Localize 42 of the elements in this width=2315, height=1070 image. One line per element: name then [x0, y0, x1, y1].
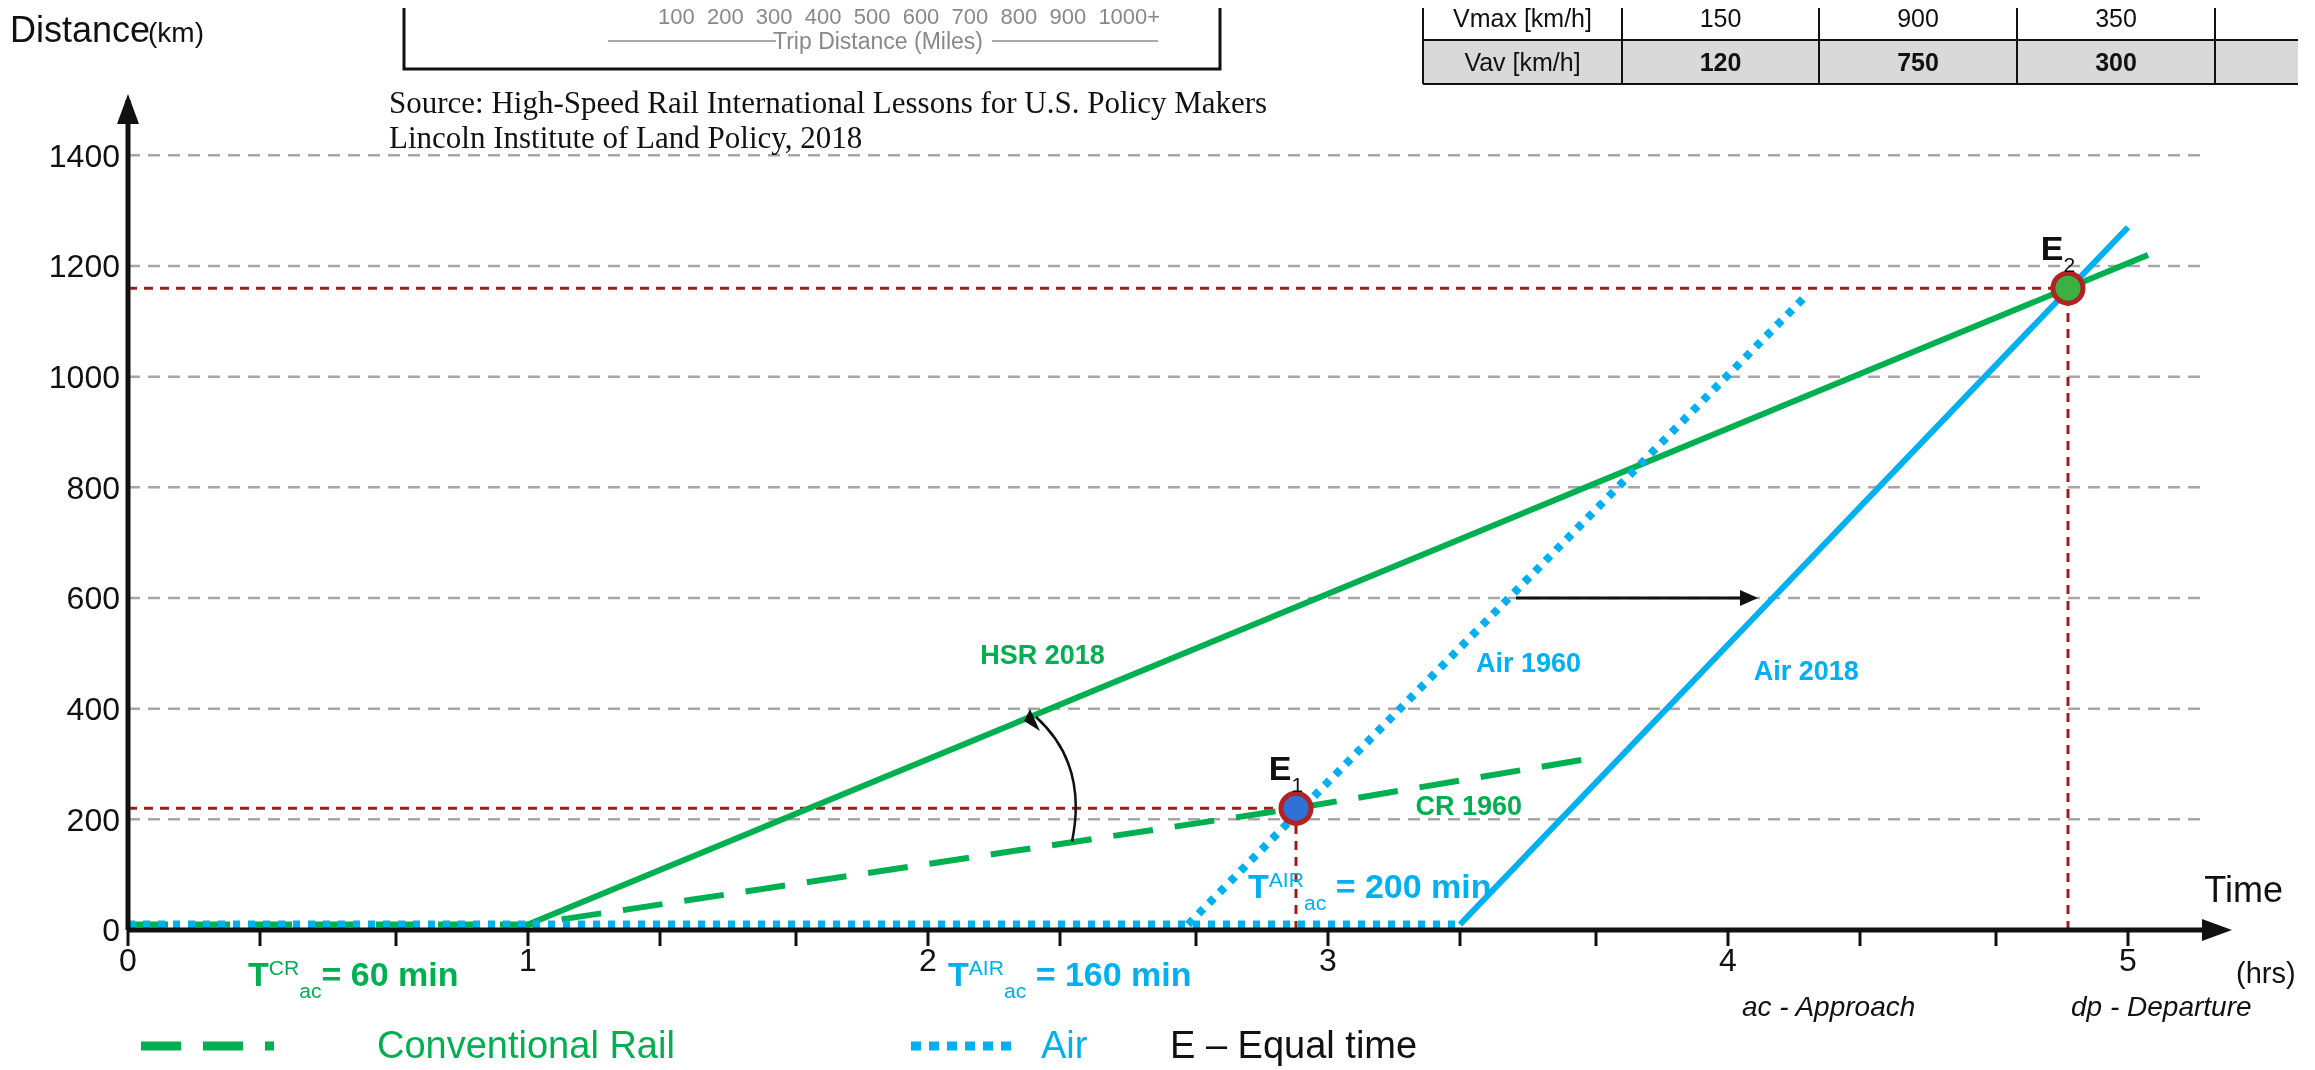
y-tick-label: 1000 — [48, 359, 120, 396]
y-tick-label: 1400 — [48, 137, 120, 174]
annotation: E$_{2}$ — [2040, 229, 2076, 276]
y-tick-label: 1200 — [48, 248, 120, 285]
y-tick-label: 400 — [66, 691, 120, 728]
text: T$^{AIR}$$_{ac}$ = 160 min — [948, 955, 1192, 1002]
text: 900 — [1897, 4, 1939, 32]
x-tick-label: 2 — [919, 941, 937, 978]
text: T$^{CR}$$_{ac}$= 60 min — [248, 955, 459, 1002]
x-axis-title: Time — [2204, 869, 2283, 910]
text: Vmax [km/h] — [1453, 4, 1592, 32]
series-label: HSR 2018 — [980, 639, 1105, 670]
text: (hrs) — [2236, 957, 2296, 989]
text: 300 — [2095, 48, 2137, 76]
text: dp - Departure — [2071, 991, 2252, 1022]
text: Trip Distance (Miles) — [772, 28, 984, 54]
x-tick-label: 1 — [519, 941, 537, 978]
series-label: Air 1960 — [1476, 648, 1582, 679]
y-tick-label: 600 — [66, 580, 120, 617]
text: Vav [km/h] — [1464, 48, 1581, 76]
text: ac - Approach — [1742, 991, 1916, 1022]
x-tick-label: 3 — [1319, 941, 1337, 978]
annotation: T$^{AIR}$$_{ac}$ = 200 min — [1248, 867, 1492, 914]
series-label: Air 2018 — [1753, 656, 1859, 687]
text: (km) — [148, 17, 204, 48]
text: 350 — [2095, 4, 2137, 32]
text: 750 — [1897, 48, 1939, 76]
series-label: CR 1960 — [1415, 791, 1523, 822]
y-tick-label: 200 — [66, 801, 120, 838]
x-tick-label: 4 — [1719, 941, 1737, 978]
y-tick-label: 800 — [66, 469, 120, 506]
text: Conventional Rail — [377, 1024, 675, 1066]
annotation: Lincoln Institute of Land Policy, 2018 — [389, 120, 863, 155]
text: 100 200 300 400 500 600 700 800 900 1000+ — [658, 4, 1161, 29]
text: E – Equal time — [1170, 1024, 1418, 1066]
annotation: E$_{1}$ — [1268, 749, 1304, 796]
text: Air — [1041, 1024, 1088, 1066]
y-tick-label: 0 — [102, 912, 120, 949]
x-tick-label: 5 — [2119, 941, 2137, 978]
text: 120 — [1699, 48, 1742, 76]
text: 150 — [1699, 4, 1742, 32]
annotation: Source: High-Speed Rail International Lessons for U.S. Policy Makers — [389, 85, 1268, 120]
